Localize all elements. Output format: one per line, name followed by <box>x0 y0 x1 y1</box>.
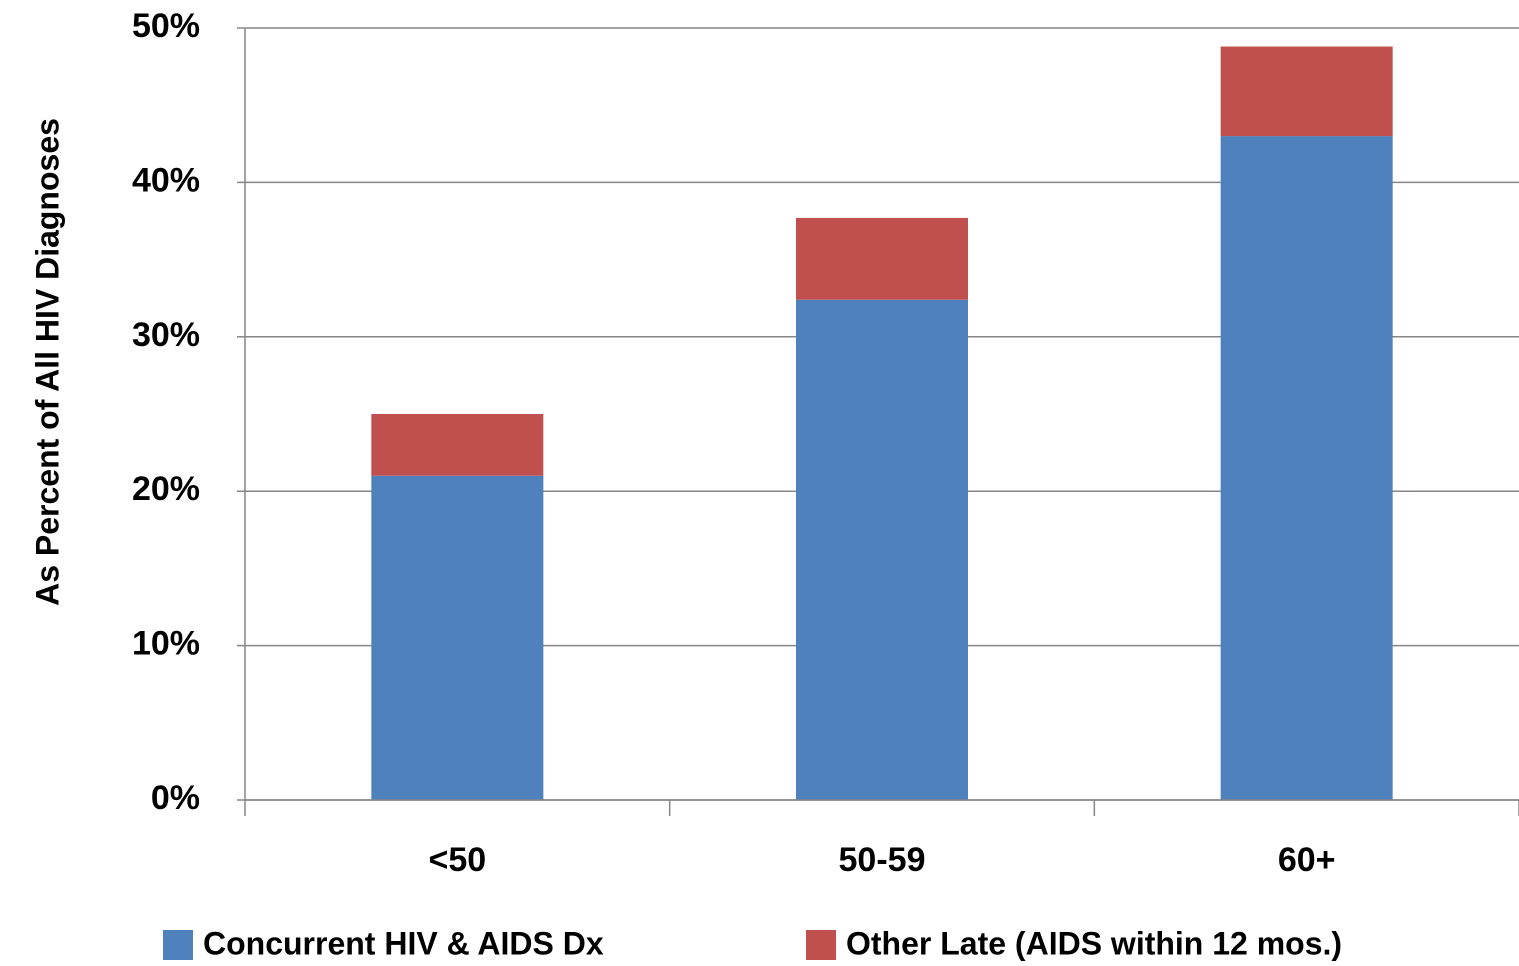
legend-swatch <box>163 930 193 960</box>
y-tick-label: 50% <box>132 7 200 45</box>
x-tick-label: <50 <box>428 841 486 879</box>
y-axis-title: As Percent of All HIV Diagnoses <box>29 118 65 606</box>
bar-segment <box>1220 136 1393 800</box>
legend-label: Other Late (AIDS within 12 mos.) <box>846 925 1342 961</box>
y-tick-label: 30% <box>132 316 200 354</box>
y-tick-label: 20% <box>132 470 200 508</box>
bar-segment <box>371 475 544 800</box>
y-tick-label: 10% <box>132 625 200 663</box>
bar-segment <box>796 299 968 800</box>
bar-segment <box>371 414 544 476</box>
legend-label: Concurrent HIV & AIDS Dx <box>203 925 604 961</box>
x-tick-label: 60+ <box>1278 841 1336 879</box>
y-tick-label: 0% <box>151 779 200 817</box>
x-tick-label: 50-59 <box>839 841 926 879</box>
bar-segment <box>1220 46 1393 137</box>
bar-segment <box>796 217 968 300</box>
legend-swatch <box>806 930 836 960</box>
y-tick-label: 40% <box>132 161 200 199</box>
